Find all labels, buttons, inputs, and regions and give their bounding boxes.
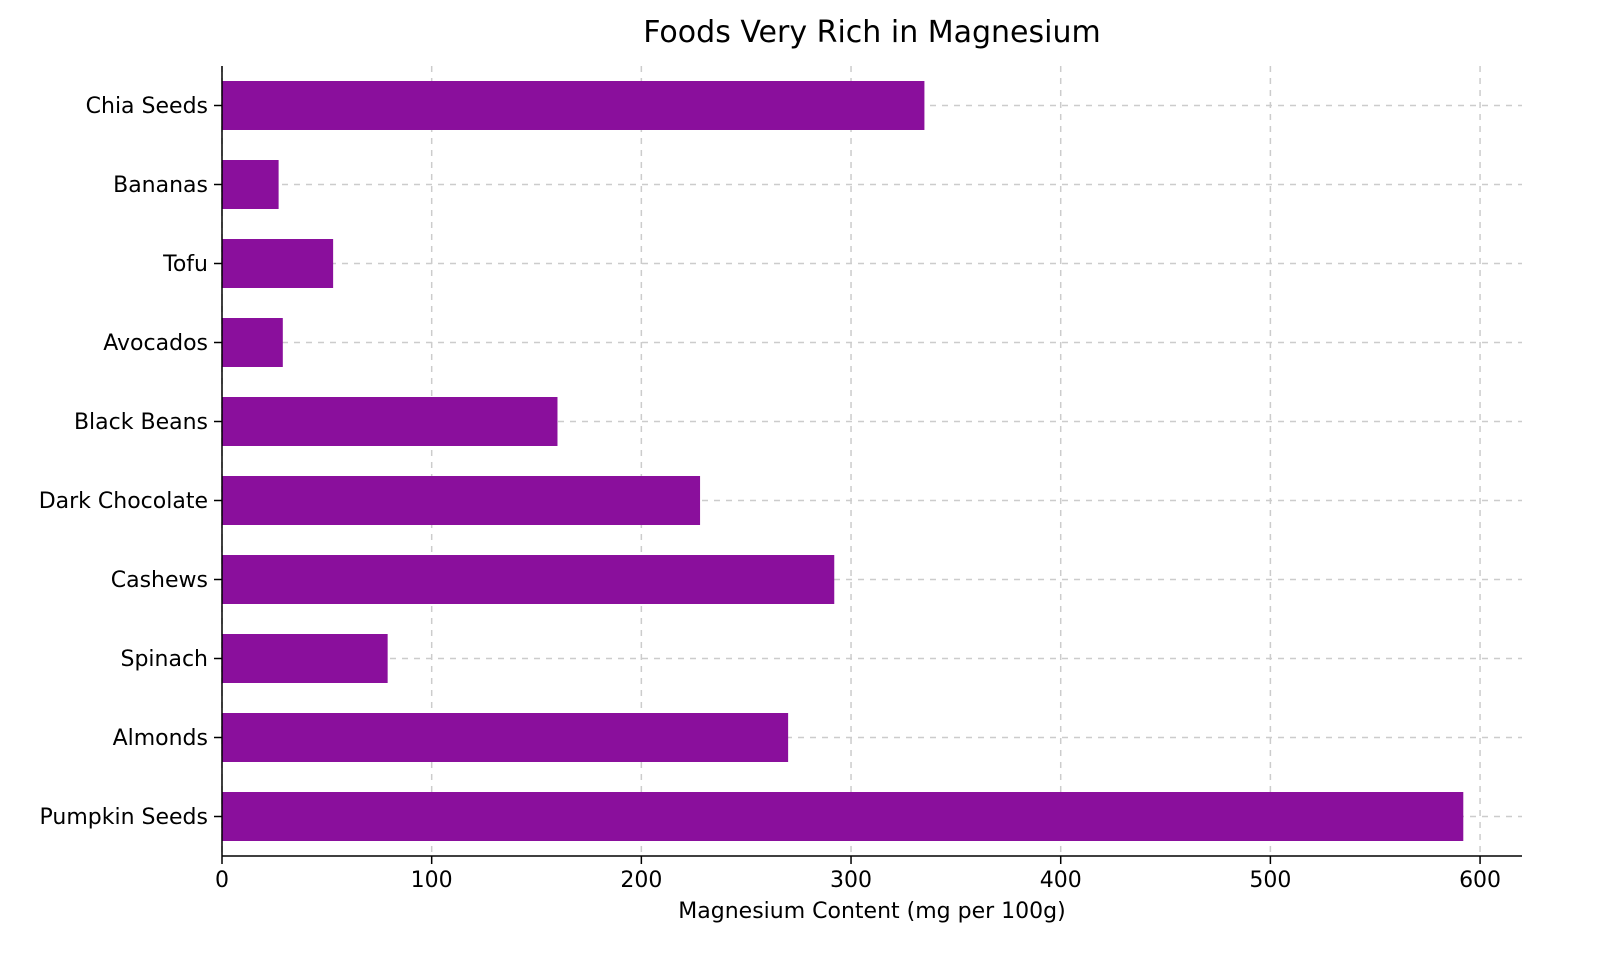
bar [222, 713, 788, 762]
bar [222, 239, 333, 288]
x-tick-label: 400 [1040, 868, 1082, 893]
y-tick-label: Bananas [113, 173, 208, 198]
bar [222, 792, 1463, 841]
bar [222, 555, 834, 604]
x-tick-label: 500 [1249, 868, 1291, 893]
bar [222, 318, 283, 367]
y-tick-label: Dark Chocolate [39, 489, 208, 514]
x-tick-label: 300 [830, 868, 872, 893]
magnesium-bar-chart: 0 100 200 300 400 500 600 Pumpkin Seeds Almonds S… [0, 0, 1600, 954]
bar [222, 397, 557, 446]
bar [222, 81, 924, 130]
bar [222, 476, 700, 525]
chart-container: 0 100 200 300 400 500 600 Pumpkin Seeds Almonds S… [0, 0, 1600, 954]
chart-title: Foods Very Rich in Magnesium [643, 15, 1100, 50]
x-tick-label: 200 [620, 868, 662, 893]
y-tick-label: Almonds [113, 726, 208, 751]
y-tick-label: Avocados [103, 331, 208, 356]
x-tick-label: 0 [215, 868, 229, 893]
y-tick-label: Spinach [120, 647, 208, 672]
y-tick-label: Cashews [111, 568, 208, 593]
bar [222, 160, 279, 209]
x-tick-label: 100 [411, 868, 453, 893]
y-tick-label: Pumpkin Seeds [40, 805, 208, 830]
y-tick-label: Tofu [162, 252, 208, 277]
x-axis-label: Magnesium Content (mg per 100g) [678, 899, 1065, 924]
y-tick-label: Chia Seeds [86, 94, 208, 119]
x-tick-label: 600 [1459, 868, 1501, 893]
y-tick-label: Black Beans [74, 410, 208, 435]
bar [222, 634, 388, 683]
